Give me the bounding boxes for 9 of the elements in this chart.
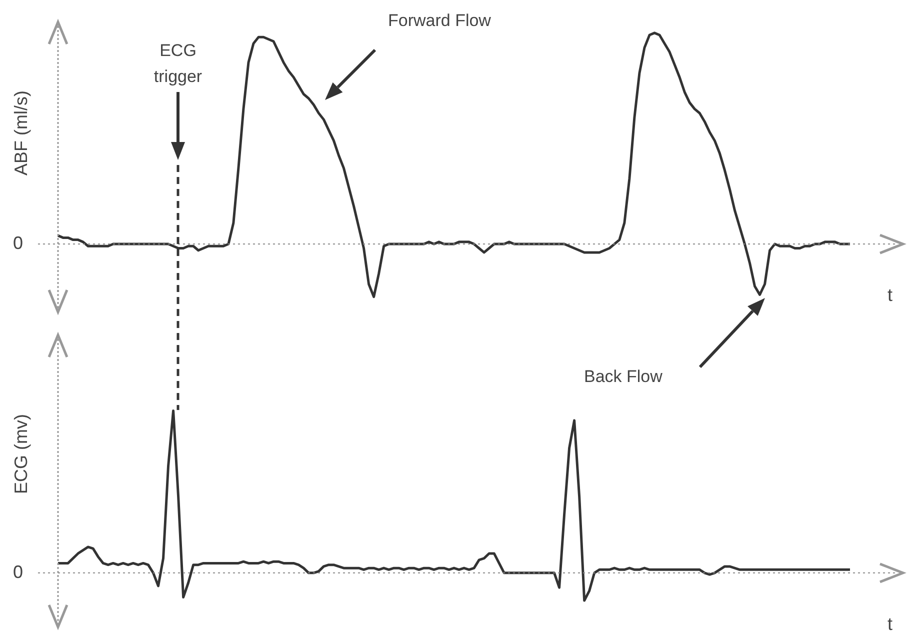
annotation: ECG trigger [152, 40, 204, 88]
y-axis-title: ECG (mv) [10, 414, 31, 494]
y-axis-title: ABF (ml/s) [10, 90, 31, 176]
ref-line-label: 0 [12, 562, 24, 582]
ref-line-label: 0 [12, 232, 24, 253]
x-axis-title: t [887, 614, 893, 634]
x-axis-title: t [887, 284, 893, 305]
text: Forward Flow [388, 10, 492, 32]
text: Back Flow [584, 366, 664, 388]
